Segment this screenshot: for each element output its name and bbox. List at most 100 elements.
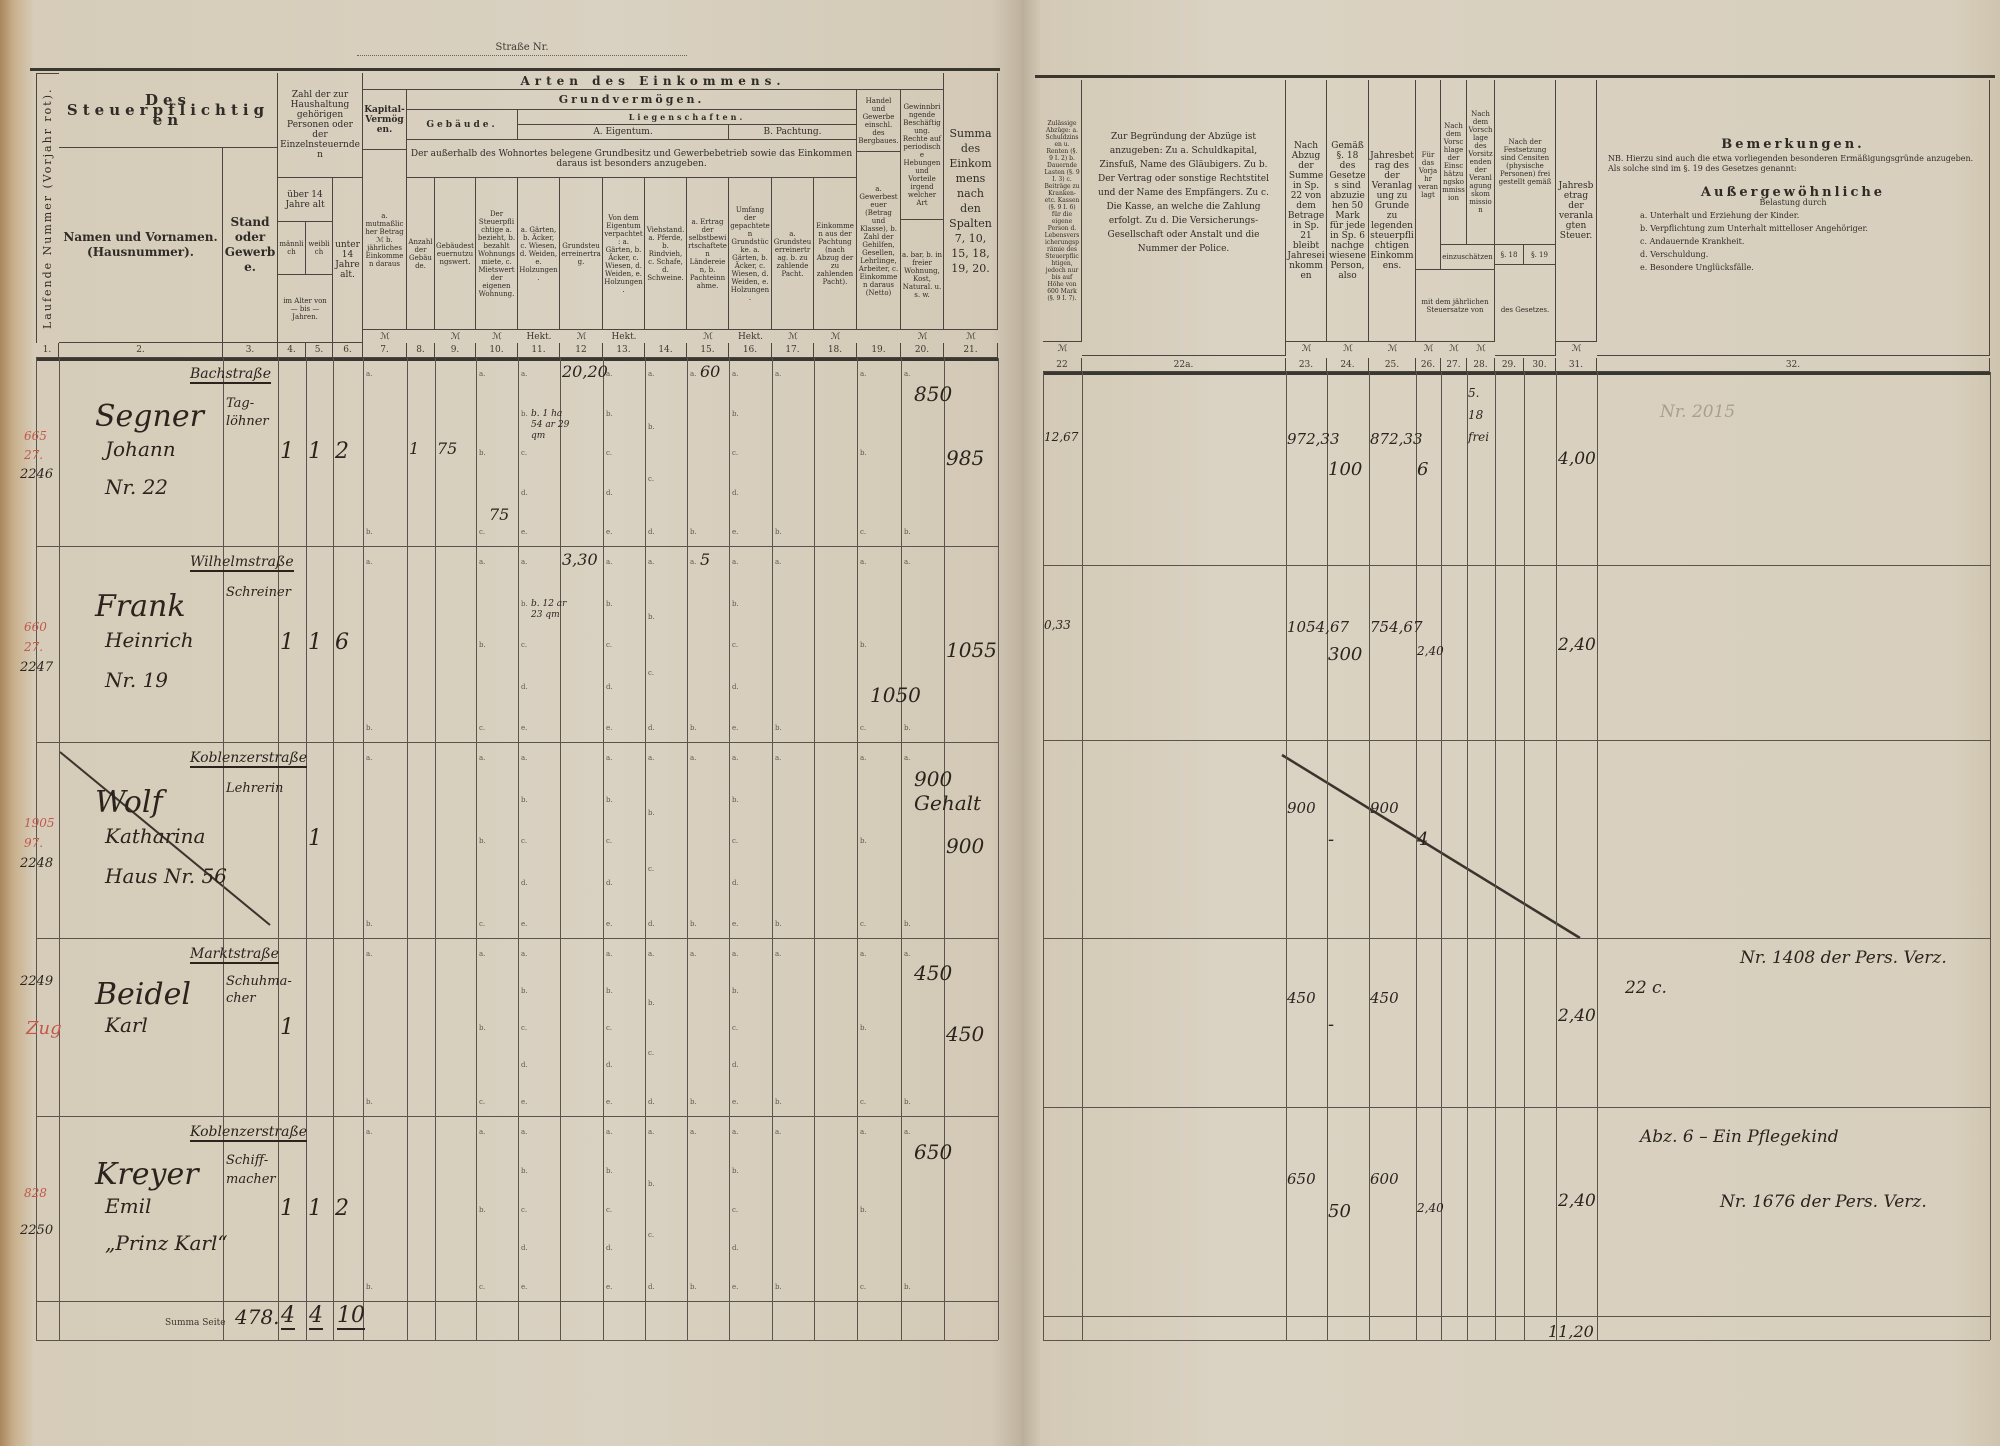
unit-label-col16: Hekt.	[737, 331, 764, 342]
header-buildings: Gebäude.	[407, 110, 518, 140]
row-separator-left-0	[36, 546, 998, 547]
header-col10: Der Steuerpflichtige a. bezieht, b. beza…	[476, 178, 518, 330]
unit-label-right-4: ℳ	[1387, 343, 1398, 354]
header-col9: Gebäudesteuernutzungswert.	[435, 178, 476, 330]
printed-sub-letter: b.	[521, 599, 528, 608]
printed-sub-letter: e.	[521, 528, 528, 536]
printed-sub-letter: c.	[732, 1024, 739, 1032]
printed-sub-letter: a.	[521, 1128, 528, 1136]
taxpayer-name: Segner	[95, 399, 204, 435]
entry-value-col23: 972,33	[1287, 429, 1340, 448]
strike-line-right	[1281, 753, 1581, 940]
taxpayer-name: Nr. 22	[105, 474, 169, 499]
entry-value-col24: -	[1328, 829, 1335, 851]
unit-label-col11: Hekt.	[526, 331, 552, 342]
column-number-16: 16.	[729, 343, 772, 358]
unit-label-col17: ℳ	[788, 331, 798, 342]
header-law: des Gesetzes.	[1495, 265, 1556, 356]
remarks-reason: c. Andauernde Krankheit.	[1640, 237, 1745, 246]
printed-sub-letter: a.	[904, 1128, 911, 1136]
printed-sub-letter: c.	[860, 724, 867, 732]
entry-value-col21: 1055	[946, 638, 997, 663]
printed-sub-letter: e.	[521, 724, 528, 732]
previous-year-number: 828	[24, 1186, 47, 1201]
column-number-1: 1.	[36, 343, 59, 358]
occupation: Schiff-	[226, 1153, 269, 1168]
printed-sub-letter: a.	[521, 754, 528, 762]
column-rule-right-7	[1467, 372, 1468, 1340]
printed-sub-letter: b.	[775, 1098, 782, 1106]
taxpayer-name: Wolf	[95, 785, 163, 821]
row-separator-left-2	[36, 938, 998, 939]
entry-value-col25: 900	[1370, 799, 1399, 818]
left-page	[0, 0, 1022, 1446]
printed-sub-letter: a.	[690, 558, 697, 566]
column-number-19: 19.	[857, 343, 901, 358]
printed-sub-letter: a.	[479, 950, 486, 958]
running-number: 2248	[20, 855, 54, 871]
column-number-right-10: 31.	[1556, 358, 1597, 372]
printed-sub-letter: c.	[521, 1205, 528, 1214]
column-rule-right-9	[1524, 372, 1525, 1340]
printed-sub-letter: d.	[606, 1244, 613, 1253]
printed-sub-letter: b.	[479, 449, 486, 457]
running-number: 2246	[20, 467, 54, 483]
printed-sub-letter: a.	[732, 754, 739, 762]
printed-sub-letter: c.	[521, 449, 528, 457]
remarks-title: Bemerkungen.	[1721, 137, 1865, 152]
header-female: weiblich	[306, 222, 333, 275]
printed-sub-letter: b.	[606, 795, 613, 804]
remarks-reason: b. Verpflichtung zum Unterhalt mittellos…	[1640, 224, 1868, 233]
column-rule-right-10	[1556, 372, 1557, 1340]
printed-sub-letter: c.	[606, 641, 613, 649]
column-rule-left-20	[944, 358, 945, 1340]
printed-sub-letter: b.	[904, 920, 911, 928]
printed-sub-letter: b.	[521, 409, 528, 418]
printed-sub-letter: b.	[732, 987, 739, 995]
column-rule-left-0	[36, 358, 37, 1340]
printed-sub-letter: a.	[904, 754, 911, 762]
printed-sub-letter: d.	[521, 488, 528, 497]
header-col27: Nach dem Vorschlage der Einschätzungskom…	[1441, 80, 1467, 245]
header-col26: Für das Vorjahr veranlagt	[1416, 80, 1441, 270]
column-number-17: 17.	[772, 343, 814, 358]
header-col18: Einkommen aus der Pachtung (nach Abzug d…	[814, 178, 857, 330]
header-bottom-rule	[36, 358, 998, 361]
printed-sub-letter: b.	[860, 449, 867, 457]
occupation: macher	[226, 1171, 276, 1187]
column-number-right-4: 25.	[1369, 358, 1416, 372]
column-number-right-1: 22a.	[1082, 358, 1286, 372]
header-par19: §. 19	[1524, 245, 1556, 265]
column-rule-left-19	[901, 358, 902, 1340]
printed-sub-letter: b.	[690, 528, 697, 536]
unit-label-right-3: ℳ	[1343, 343, 1353, 354]
header-employment: Gewinnbringende Beschäftigung. Rechte au…	[901, 90, 944, 220]
printed-sub-letter: a.	[860, 558, 867, 566]
printed-sub-letter: b.	[479, 1024, 486, 1032]
column-number-right-3: 24.	[1327, 358, 1369, 372]
summary-persons: 4	[281, 1303, 295, 1330]
column-rule-left-14	[687, 358, 688, 1340]
header-assess: einzuschätzen	[1441, 245, 1495, 270]
running-number: 2250	[20, 1223, 54, 1239]
entry-value-col20: 900 Gehalt	[914, 767, 981, 815]
entry-value-col8: 1	[409, 438, 420, 458]
printed-sub-letter: c.	[606, 449, 613, 457]
printed-sub-letter: b.	[860, 641, 867, 649]
header-col20: a. bar, b. in freier Wohnung, Kost, Natu…	[901, 220, 944, 330]
printed-sub-letter: a.	[479, 1128, 486, 1136]
printed-sub-letter: b.	[860, 837, 867, 845]
printed-sub-letter: e.	[606, 920, 613, 928]
header-col12: Grundsteuerreinertrag.	[560, 178, 603, 330]
printed-sub-letter: a.	[775, 1128, 782, 1136]
unit-label-right-7: ℳ	[1476, 343, 1486, 354]
previous-year-number: 1905	[24, 816, 55, 831]
street-number-label: Straße Nr.	[357, 42, 687, 56]
entry-value-col4: 1	[280, 630, 294, 656]
printed-sub-letter: c.	[732, 1205, 739, 1214]
printed-sub-letter: b.	[521, 987, 528, 995]
printed-sub-letter: a.	[775, 754, 782, 762]
previous-year-number: 660	[24, 620, 47, 635]
summary-persons: 10	[337, 1303, 365, 1330]
printed-sub-letter: e.	[606, 1098, 613, 1106]
